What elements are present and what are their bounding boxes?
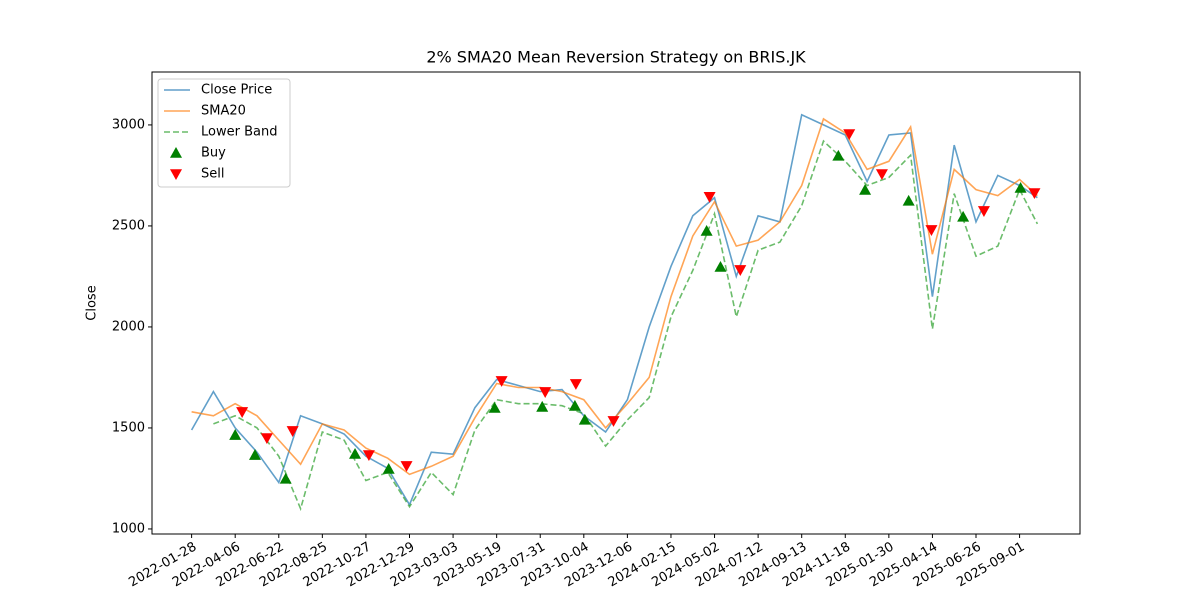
trade-marker — [279, 472, 292, 484]
legend-symbol — [170, 147, 182, 158]
trade-marker — [1014, 181, 1027, 193]
legend-label: Sell — [201, 167, 224, 182]
y-tick-label: 2500 — [112, 218, 145, 233]
legend-label: Lower Band — [201, 125, 277, 140]
trade-marker — [349, 448, 362, 459]
trade-marker — [859, 183, 872, 195]
series-line — [190, 113, 1038, 507]
trade-marker — [703, 192, 716, 203]
trade-marker — [536, 400, 549, 412]
trade-marker — [734, 265, 747, 276]
legend-symbol — [170, 169, 182, 180]
trade-marker — [1028, 188, 1041, 200]
trade-marker — [229, 429, 242, 440]
y-axis-label: Close — [85, 285, 100, 320]
y-tick-label: 3000 — [112, 117, 145, 132]
trade-marker — [700, 224, 713, 236]
trade-marker — [714, 260, 727, 272]
series-line — [191, 117, 1038, 476]
trade-marker — [236, 407, 249, 418]
trade-marker — [875, 169, 888, 181]
trade-marker — [902, 194, 915, 206]
trade-marker — [977, 206, 990, 217]
trade-marker — [832, 149, 845, 161]
chart-title: 2% SMA20 Mean Reversion Strategy on BRIS… — [426, 48, 806, 67]
trade-marker — [249, 449, 262, 460]
trade-marker — [286, 426, 299, 437]
trade-marker — [362, 450, 375, 462]
trade-marker — [539, 387, 552, 398]
series-line — [213, 139, 1039, 512]
y-tick-label: 1000 — [112, 521, 145, 536]
trade-marker — [488, 401, 501, 413]
trade-marker — [569, 379, 582, 390]
trade-marker — [607, 416, 620, 427]
legend-label: SMA20 — [201, 104, 246, 119]
legend-label: Close Price — [201, 83, 272, 98]
legend: Close Price SMA20 Lower Band Buy Sell — [157, 78, 291, 188]
y-tick-label: 1500 — [112, 420, 145, 435]
trade-marker — [400, 461, 413, 472]
trade-marker — [568, 399, 581, 411]
legend-label: Buy — [201, 146, 226, 161]
plot-frame — [151, 71, 1081, 535]
trade-marker — [495, 376, 508, 387]
trade-marker — [578, 413, 591, 425]
trade-marker — [925, 225, 938, 236]
legend-box — [157, 78, 291, 188]
trade-marker — [843, 129, 856, 141]
y-tick-label: 2000 — [112, 319, 145, 334]
trade-marker — [260, 433, 273, 445]
trade-marker — [957, 210, 970, 222]
trade-marker — [382, 462, 395, 474]
